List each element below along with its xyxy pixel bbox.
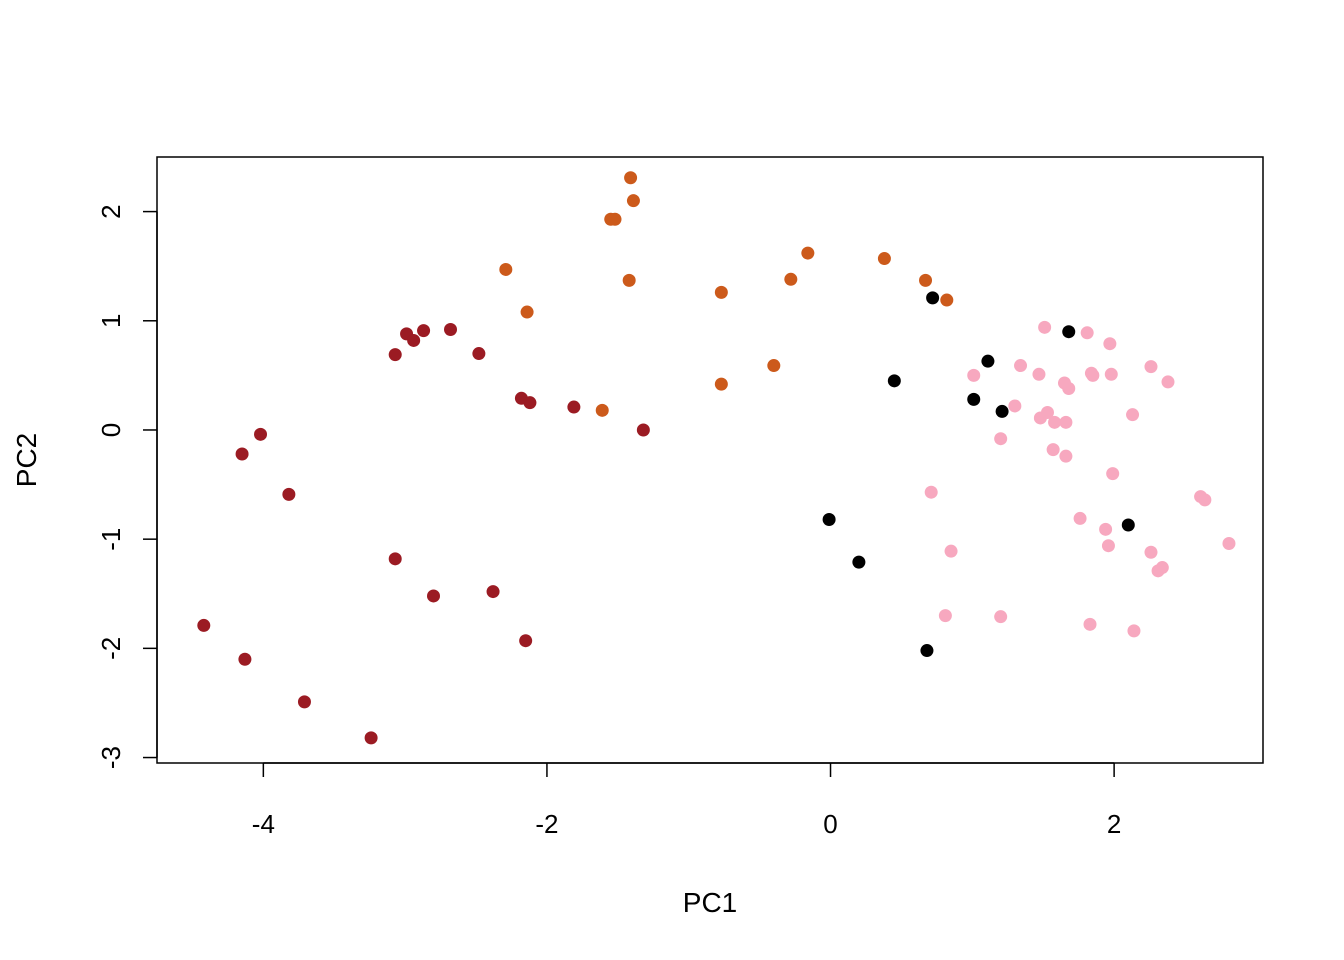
scatter-point (624, 171, 638, 185)
scatter-point (1046, 443, 1060, 457)
scatter-point (520, 305, 534, 319)
scatter-point (1126, 408, 1140, 422)
scatter-point (1073, 511, 1087, 525)
scatter-point (235, 447, 249, 461)
scatter-point (994, 610, 1008, 624)
scatter-point (1106, 467, 1120, 481)
scatter-point (417, 324, 431, 338)
y-tick-label: 2 (96, 204, 126, 218)
scatter-point (1008, 399, 1022, 413)
scatter-point (877, 252, 891, 266)
scatter-point (519, 634, 533, 648)
scatter-point (1032, 367, 1046, 381)
scatter-point (1014, 359, 1028, 373)
scatter-point (444, 323, 458, 337)
y-tick-label: 1 (96, 314, 126, 328)
scatter-point (1101, 539, 1115, 553)
scatter-point (1104, 367, 1118, 381)
y-axis-title: PC2 (11, 433, 42, 487)
scatter-point (197, 618, 211, 632)
x-tick-label: 2 (1107, 809, 1121, 839)
scatter-point (995, 404, 1009, 418)
x-axis-title: PC1 (683, 887, 737, 918)
scatter-point (1086, 368, 1100, 382)
scatter-point (636, 423, 650, 437)
scatter-point (523, 396, 537, 410)
scatter-point (282, 487, 296, 501)
scatter-point (1080, 326, 1094, 340)
scatter-point (1048, 415, 1062, 429)
x-tick-label: -2 (535, 809, 558, 839)
scatter-point (1121, 518, 1135, 532)
scatter-point (938, 609, 952, 623)
scatter-point (238, 652, 252, 666)
y-tick-label: 0 (96, 423, 126, 437)
scatter-point (1059, 449, 1073, 463)
scatter-point (920, 644, 934, 658)
plot-area-frame (156, 156, 1264, 764)
scatter-point (1155, 561, 1169, 575)
scatter-point (767, 359, 781, 373)
scatter-point (388, 348, 402, 362)
y-tick-label: -1 (96, 528, 126, 551)
x-tick-label: -4 (252, 809, 275, 839)
scatter-point (567, 400, 581, 414)
scatter-point (407, 333, 421, 347)
scatter-point (1038, 320, 1052, 334)
scatter-point (1083, 617, 1097, 631)
scatter-point (981, 354, 995, 368)
scatter-point (714, 377, 728, 391)
scatter-point (1198, 493, 1212, 507)
scatter-point (1144, 360, 1158, 374)
scatter-point (1127, 624, 1141, 638)
scatter-point (499, 262, 513, 276)
scatter-point (967, 392, 981, 406)
scatter-point (622, 273, 636, 287)
scatter-point (940, 293, 954, 307)
y-tick-label: -3 (96, 746, 126, 769)
x-tick-label: 0 (823, 809, 837, 839)
scatter-point (801, 246, 815, 260)
scatter-point (1062, 325, 1076, 339)
scatter-point (784, 272, 798, 286)
data-points (197, 171, 1236, 745)
scatter-point (472, 347, 486, 361)
y-axis: -3 -2 -1 0 1 2 (96, 204, 158, 769)
scatter-point (1144, 545, 1158, 559)
scatter-point (626, 194, 640, 208)
scatter-point (1099, 522, 1113, 536)
scatter-point (852, 555, 866, 569)
scatter-point (926, 291, 940, 305)
scatter-point (924, 485, 938, 499)
scatter-point (297, 695, 311, 709)
scatter-point (887, 374, 901, 388)
scatter-point (822, 513, 836, 527)
scatter-point (1161, 375, 1175, 389)
scatter-point (967, 368, 981, 382)
scatter-point (427, 589, 440, 603)
scatter-point (608, 212, 622, 226)
scatter-point (364, 731, 378, 745)
scatter-point (1103, 337, 1117, 351)
scatter-point (486, 585, 500, 599)
scatter-point (254, 427, 268, 441)
scatter-point (994, 432, 1008, 446)
scatter-point (944, 544, 958, 558)
y-tick-label: -2 (96, 637, 126, 660)
scatter-point (1222, 537, 1236, 551)
x-axis: -4 -2 0 2 (252, 762, 1121, 839)
scatter-point (919, 273, 933, 287)
scatter-point (1062, 381, 1076, 395)
scatter-point (1059, 415, 1073, 429)
scatter-point (1040, 406, 1054, 420)
scatter-point (595, 403, 609, 417)
scatter-point (388, 552, 402, 566)
scatter-point (714, 285, 728, 299)
